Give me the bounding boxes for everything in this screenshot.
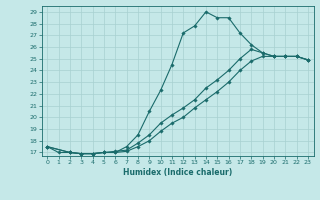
X-axis label: Humidex (Indice chaleur): Humidex (Indice chaleur) — [123, 168, 232, 177]
